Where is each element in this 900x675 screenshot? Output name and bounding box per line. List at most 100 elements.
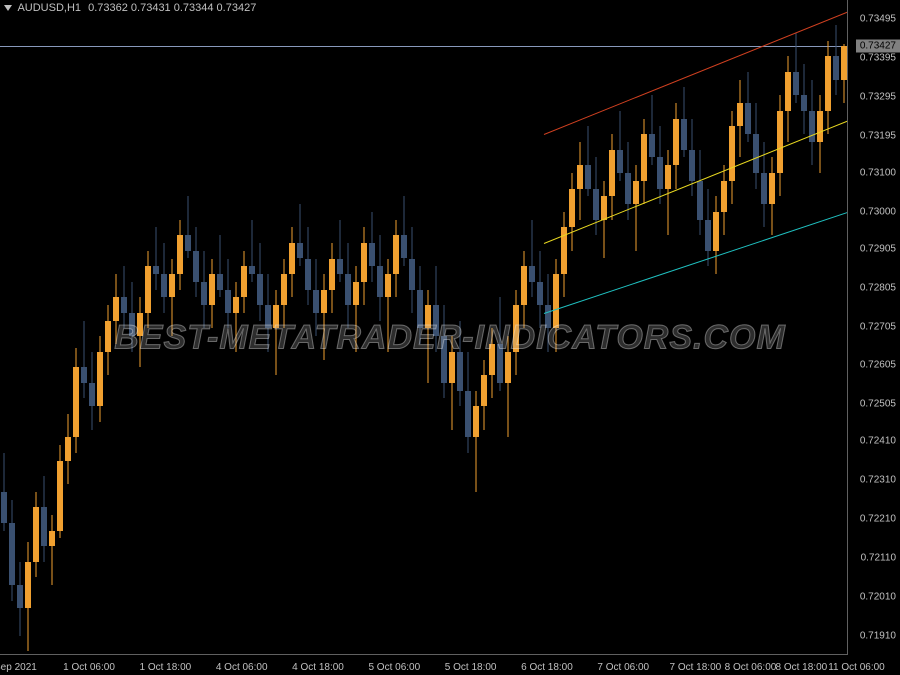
candle bbox=[817, 0, 822, 655]
candle bbox=[113, 0, 118, 655]
candle bbox=[385, 0, 390, 655]
candle bbox=[129, 0, 134, 655]
candle bbox=[769, 0, 774, 655]
candle bbox=[233, 0, 238, 655]
candle bbox=[313, 0, 318, 655]
y-tick: 0.73100 bbox=[860, 167, 896, 178]
candle bbox=[801, 0, 806, 655]
candle bbox=[457, 0, 462, 655]
x-tick: 7 Oct 18:00 bbox=[670, 662, 722, 673]
y-tick: 0.72010 bbox=[860, 591, 896, 602]
candle bbox=[409, 0, 414, 655]
x-tick: 6 Oct 18:00 bbox=[521, 662, 573, 673]
x-tick: 1 Oct 06:00 bbox=[63, 662, 115, 673]
candle bbox=[185, 0, 190, 655]
candle bbox=[673, 0, 678, 655]
candle bbox=[777, 0, 782, 655]
candle bbox=[25, 0, 30, 655]
x-tick: 4 Oct 18:00 bbox=[292, 662, 344, 673]
candle bbox=[649, 0, 654, 655]
candle bbox=[417, 0, 422, 655]
candle bbox=[393, 0, 398, 655]
candle bbox=[521, 0, 526, 655]
y-tick: 0.73395 bbox=[860, 53, 896, 64]
candle bbox=[745, 0, 750, 655]
candle bbox=[553, 0, 558, 655]
candle bbox=[161, 0, 166, 655]
candle bbox=[753, 0, 758, 655]
candle bbox=[281, 0, 286, 655]
candle bbox=[137, 0, 142, 655]
plot-area[interactable] bbox=[0, 0, 848, 655]
candle bbox=[505, 0, 510, 655]
candle bbox=[193, 0, 198, 655]
candle bbox=[177, 0, 182, 655]
candle bbox=[9, 0, 14, 655]
candle bbox=[529, 0, 534, 655]
candle bbox=[425, 0, 430, 655]
candle bbox=[665, 0, 670, 655]
candle bbox=[609, 0, 614, 655]
candle bbox=[513, 0, 518, 655]
y-tick: 0.72505 bbox=[860, 399, 896, 410]
candle bbox=[737, 0, 742, 655]
x-tick: 30 Sep 2021 bbox=[0, 662, 37, 673]
x-tick: 7 Oct 06:00 bbox=[597, 662, 649, 673]
candle bbox=[145, 0, 150, 655]
chart-container: AUDUSD,H1 0.73362 0.73431 0.73344 0.7342… bbox=[0, 0, 900, 675]
candle bbox=[89, 0, 94, 655]
candle bbox=[353, 0, 358, 655]
candle bbox=[585, 0, 590, 655]
y-tick: 0.72905 bbox=[860, 243, 896, 254]
candle bbox=[57, 0, 62, 655]
y-tick: 0.73195 bbox=[860, 131, 896, 142]
y-tick: 0.73000 bbox=[860, 206, 896, 217]
candle bbox=[697, 0, 702, 655]
y-tick: 0.73495 bbox=[860, 14, 896, 25]
candle bbox=[369, 0, 374, 655]
candle bbox=[729, 0, 734, 655]
candle bbox=[761, 0, 766, 655]
candle bbox=[793, 0, 798, 655]
candle bbox=[449, 0, 454, 655]
x-tick: 5 Oct 06:00 bbox=[368, 662, 420, 673]
candle bbox=[329, 0, 334, 655]
candle bbox=[121, 0, 126, 655]
y-tick: 0.72110 bbox=[861, 552, 896, 563]
candle bbox=[433, 0, 438, 655]
y-tick: 0.72605 bbox=[860, 360, 896, 371]
x-tick: 5 Oct 18:00 bbox=[445, 662, 497, 673]
candle bbox=[473, 0, 478, 655]
y-tick: 0.73295 bbox=[860, 92, 896, 103]
candle bbox=[561, 0, 566, 655]
candle bbox=[17, 0, 22, 655]
candle bbox=[49, 0, 54, 655]
x-tick: 4 Oct 06:00 bbox=[216, 662, 268, 673]
candle bbox=[81, 0, 86, 655]
candle bbox=[481, 0, 486, 655]
candle bbox=[601, 0, 606, 655]
candle bbox=[377, 0, 382, 655]
candle bbox=[809, 0, 814, 655]
y-axis: 0.73495 0.73395 0.73295 0.73195 0.73100 0.730… bbox=[848, 0, 900, 655]
candle bbox=[489, 0, 494, 655]
candle bbox=[265, 0, 270, 655]
y-tick: 0.72310 bbox=[860, 475, 896, 486]
candle bbox=[721, 0, 726, 655]
candle bbox=[361, 0, 366, 655]
candle bbox=[617, 0, 622, 655]
x-tick: 1 Oct 18:00 bbox=[140, 662, 192, 673]
candle bbox=[577, 0, 582, 655]
candle bbox=[209, 0, 214, 655]
candle bbox=[441, 0, 446, 655]
candle bbox=[305, 0, 310, 655]
candle bbox=[401, 0, 406, 655]
candle bbox=[785, 0, 790, 655]
candle bbox=[321, 0, 326, 655]
candle bbox=[217, 0, 222, 655]
x-tick: 11 Oct 06:00 bbox=[828, 662, 885, 673]
candle bbox=[337, 0, 342, 655]
candle bbox=[833, 0, 838, 655]
candle bbox=[41, 0, 46, 655]
candle bbox=[169, 0, 174, 655]
